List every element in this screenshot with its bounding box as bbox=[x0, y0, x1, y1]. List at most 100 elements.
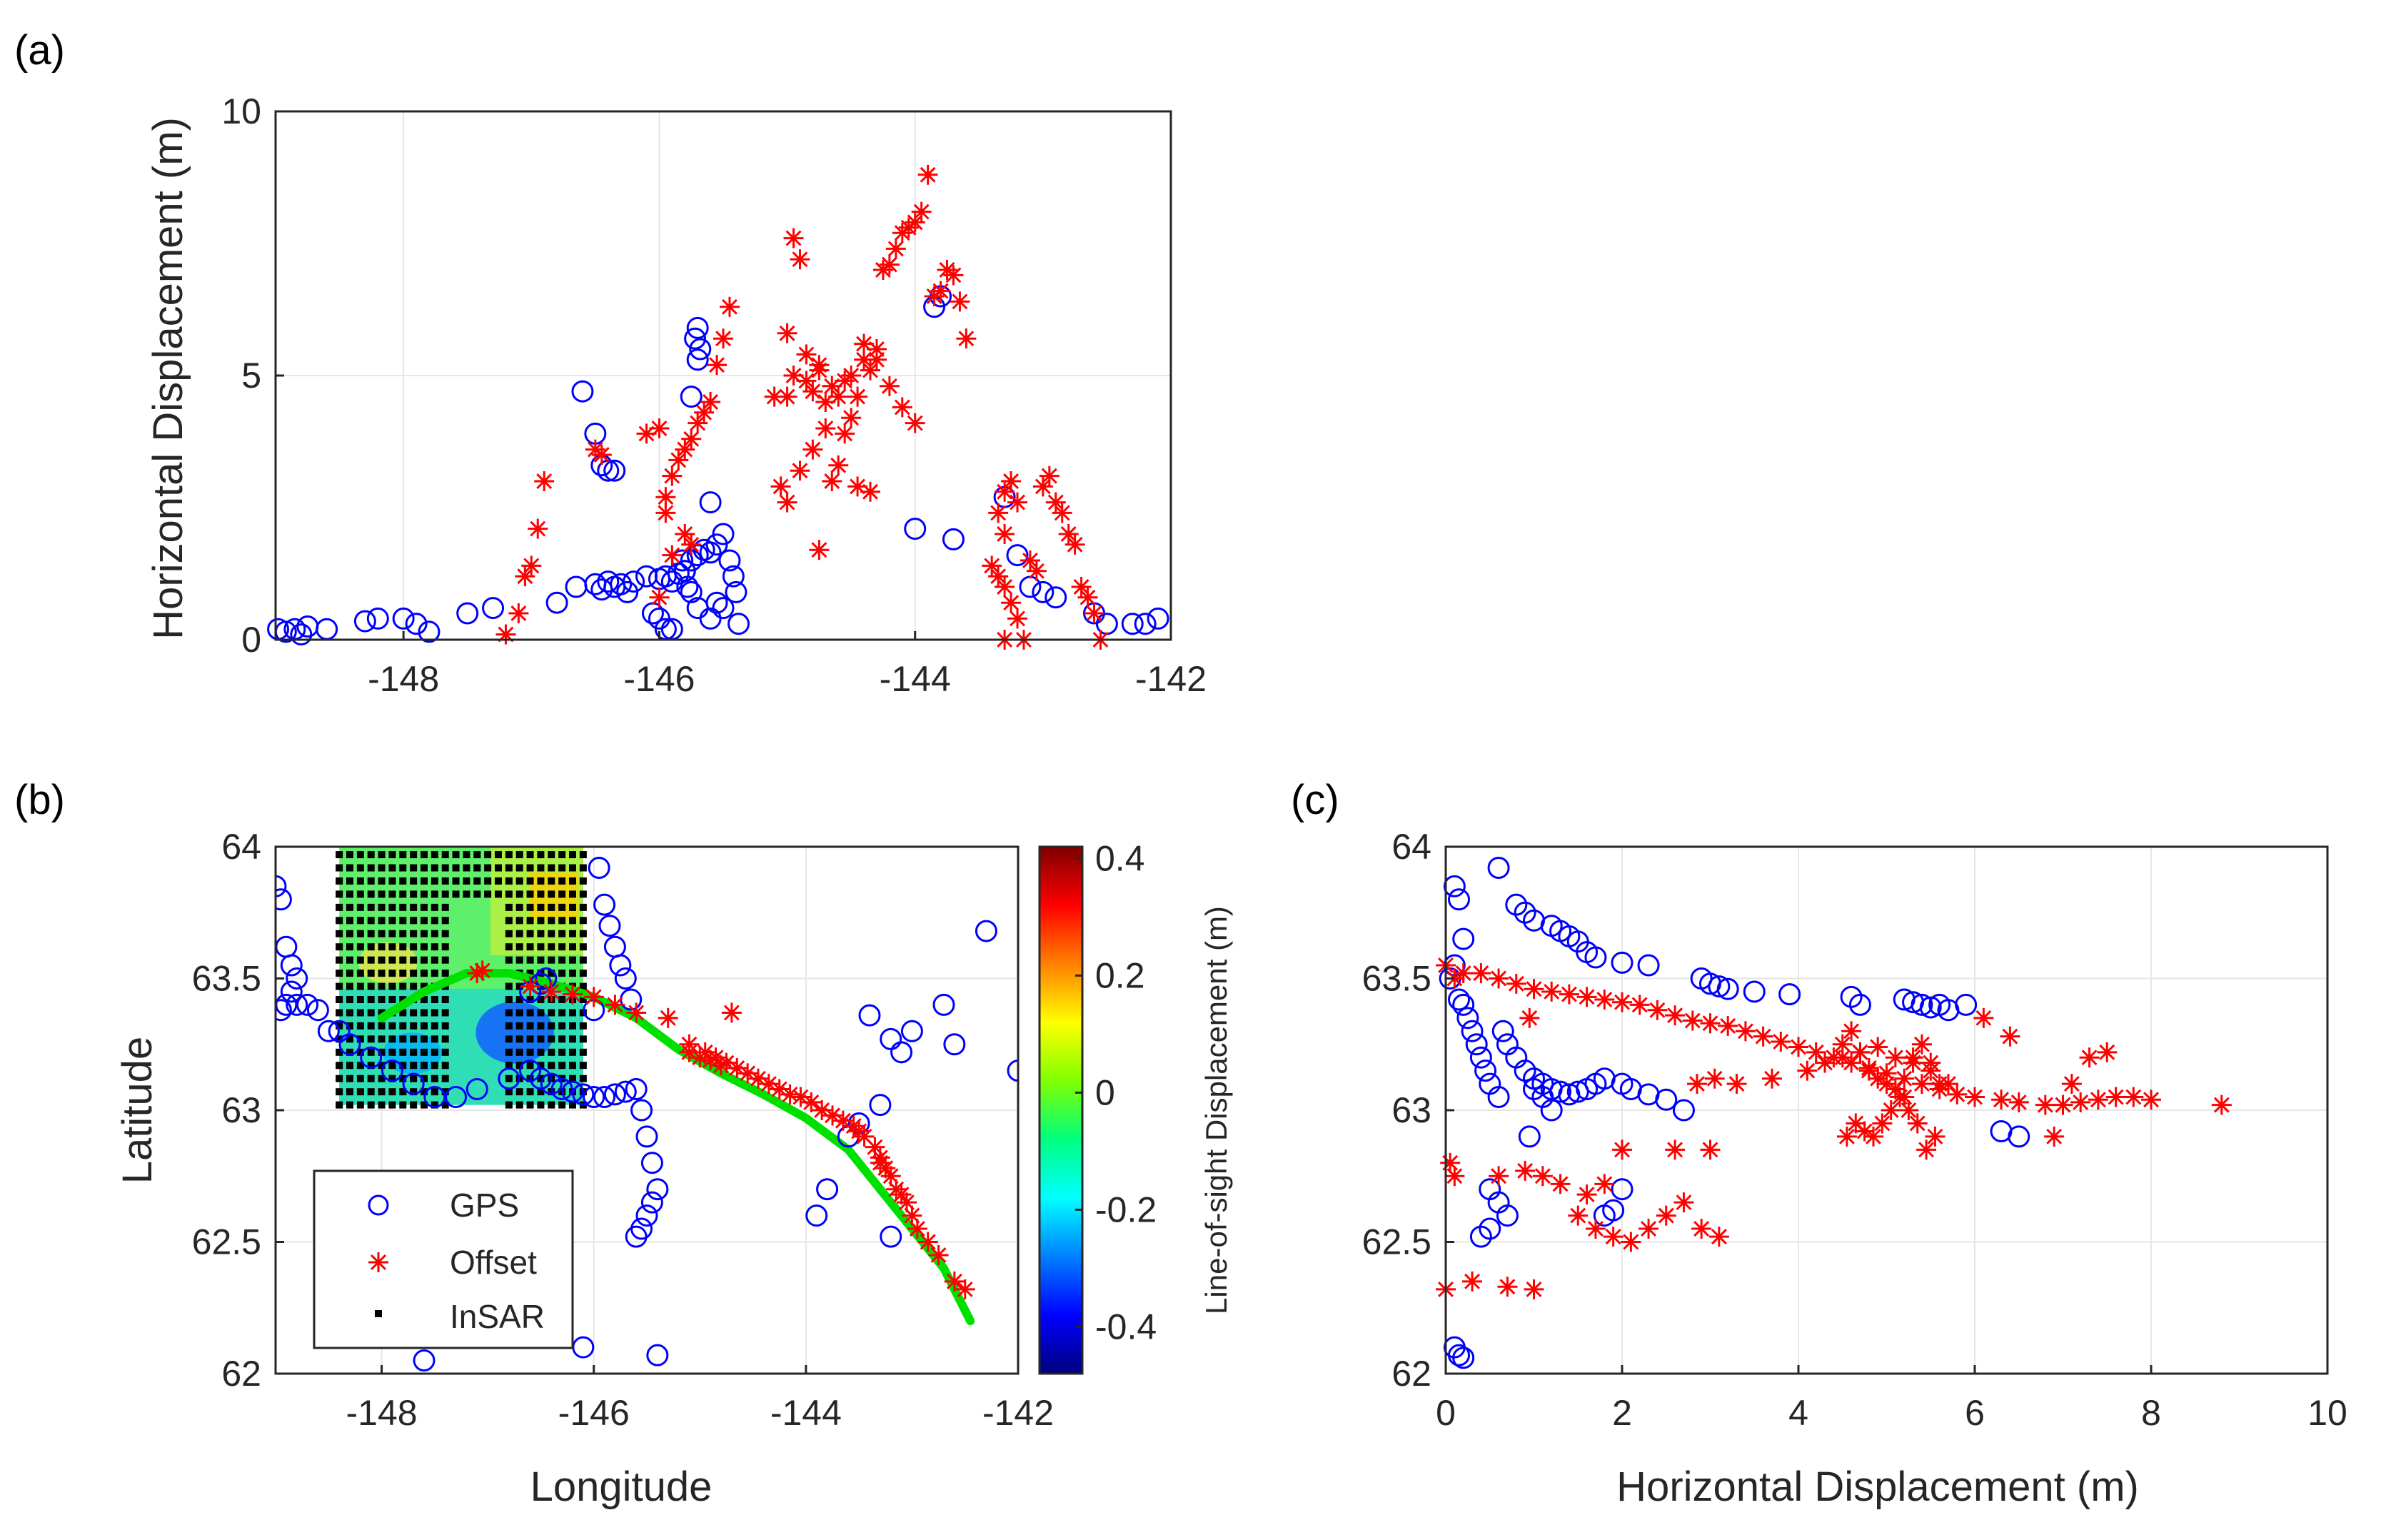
offset-point bbox=[2044, 1126, 2065, 1147]
insar-point bbox=[431, 1075, 438, 1082]
insar-point bbox=[367, 943, 375, 951]
panel-b-ylabel: Latitude bbox=[114, 1037, 161, 1184]
insar-point bbox=[346, 917, 353, 925]
offset-point bbox=[812, 1100, 832, 1120]
insar-point bbox=[346, 970, 353, 977]
gps-point bbox=[858, 1004, 881, 1027]
insar-point bbox=[421, 1075, 428, 1082]
gps-point bbox=[456, 602, 479, 625]
insar-point bbox=[526, 1048, 534, 1056]
offset-point bbox=[995, 481, 1015, 502]
insar-point bbox=[346, 1062, 353, 1070]
gps-point bbox=[630, 1099, 653, 1122]
insar-point bbox=[388, 864, 396, 872]
gps-point bbox=[1452, 993, 1475, 1016]
insar-point bbox=[421, 982, 428, 990]
insar-point bbox=[537, 943, 545, 951]
offset-point bbox=[1462, 1271, 1483, 1292]
panel-b-ytick-label: 62 bbox=[221, 1354, 261, 1394]
offset-point bbox=[1836, 1126, 1857, 1147]
insar-point bbox=[537, 956, 545, 964]
insar-point bbox=[431, 903, 438, 911]
insar-point bbox=[441, 903, 449, 911]
offset-point bbox=[521, 555, 542, 576]
insar-point bbox=[569, 903, 576, 911]
insar-point bbox=[367, 1062, 375, 1070]
insar-point bbox=[431, 1022, 438, 1030]
insar-point bbox=[515, 917, 523, 925]
offset-point bbox=[866, 339, 887, 359]
panel-b-axes-box bbox=[274, 845, 1020, 1375]
gps-point bbox=[1448, 988, 1471, 1011]
offset-point bbox=[508, 603, 529, 623]
insar-point bbox=[463, 851, 470, 859]
gps-point bbox=[1778, 983, 1801, 1006]
insar-point bbox=[336, 1101, 343, 1109]
gps-point bbox=[413, 1349, 436, 1372]
offset-point bbox=[711, 1055, 731, 1076]
insar-point bbox=[346, 1022, 353, 1030]
insar-point bbox=[378, 1022, 386, 1030]
gps-point bbox=[535, 967, 558, 990]
insar-point bbox=[526, 1062, 534, 1070]
offset-point bbox=[1612, 1139, 1632, 1160]
gps-point bbox=[1147, 607, 1169, 630]
offset-point bbox=[2008, 1092, 2029, 1112]
insar-point bbox=[431, 917, 438, 925]
insar-point bbox=[537, 1009, 545, 1017]
gps-point bbox=[684, 327, 707, 350]
panel-a-xtick-label: -144 bbox=[880, 659, 951, 699]
colorbar-tick-label: 0.4 bbox=[1095, 838, 1145, 878]
insar-point bbox=[336, 956, 343, 964]
offset-point bbox=[2123, 1087, 2144, 1107]
insar-point bbox=[399, 1035, 407, 1043]
insar-point bbox=[346, 1035, 353, 1043]
gps-point bbox=[1611, 1178, 1634, 1201]
insar-point bbox=[537, 1062, 545, 1070]
insar-point bbox=[421, 1062, 428, 1070]
panel-c-ytick-label: 62.5 bbox=[1362, 1222, 1431, 1262]
gps-point bbox=[712, 523, 735, 545]
offset-point bbox=[944, 1271, 965, 1292]
insar-point bbox=[505, 1075, 513, 1082]
legend-entry-offset: Offset bbox=[368, 1244, 537, 1281]
offset-point bbox=[841, 408, 862, 428]
insar-point bbox=[356, 1048, 364, 1056]
panel-b-ticks: -148 -146 -144 -142 62 62.5 63 63.5 64 bbox=[192, 827, 1054, 1433]
insar-point bbox=[537, 1022, 545, 1030]
insar-point bbox=[537, 1088, 545, 1096]
insar-point bbox=[378, 956, 386, 964]
gps-point bbox=[680, 580, 703, 603]
gps-point bbox=[904, 518, 927, 540]
insar-point bbox=[346, 996, 353, 1004]
offset-point bbox=[2105, 1087, 2126, 1107]
gps-point bbox=[1121, 613, 1144, 635]
insar-point bbox=[515, 1101, 523, 1109]
insar-point bbox=[356, 877, 364, 885]
legend: GPS Offset InSAR bbox=[313, 1169, 574, 1349]
offset-point bbox=[1032, 476, 1053, 497]
panel-a-marks bbox=[267, 164, 1169, 650]
gps-point bbox=[286, 967, 308, 990]
offset-point bbox=[662, 465, 683, 486]
offset-point bbox=[928, 1244, 949, 1265]
insar-point bbox=[548, 864, 555, 872]
insar-point bbox=[505, 877, 513, 885]
offset-point bbox=[796, 344, 817, 365]
insar-point bbox=[356, 903, 364, 911]
insar-point bbox=[495, 851, 502, 859]
insar-point bbox=[399, 996, 407, 1004]
insar-point bbox=[336, 970, 343, 977]
gps-point bbox=[498, 1067, 520, 1090]
gps-point bbox=[676, 575, 699, 598]
offset-point bbox=[1612, 992, 1632, 1012]
insar-point bbox=[505, 1088, 513, 1096]
insar-point bbox=[526, 970, 534, 977]
offset-point bbox=[681, 428, 702, 449]
insar-point bbox=[378, 1075, 386, 1082]
insar-point bbox=[388, 1088, 396, 1096]
insar-point bbox=[463, 877, 470, 885]
insar-point bbox=[399, 982, 407, 990]
insar-point bbox=[441, 1075, 449, 1082]
insar-point bbox=[548, 1048, 555, 1056]
